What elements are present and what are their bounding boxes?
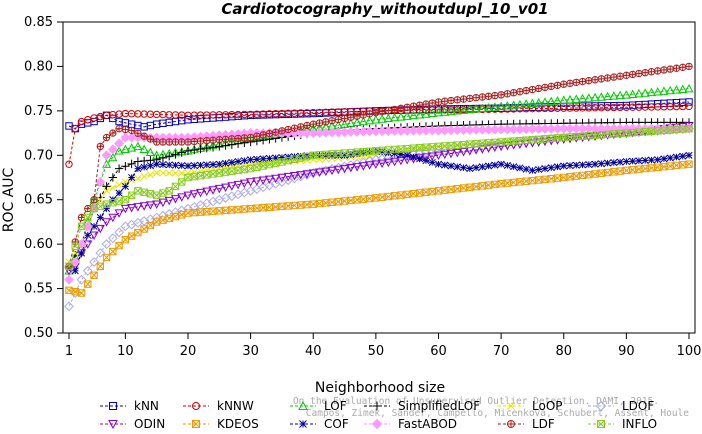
watermark: Campos, Zimek, Sander, Campello, Micenko…	[293, 396, 689, 419]
series-layer	[64, 62, 694, 312]
y-axis-label: ROC AUC	[1, 167, 17, 232]
series-cof	[65, 147, 693, 275]
legend-label: LDF	[532, 417, 555, 431]
x-tick-label: 1	[65, 344, 73, 359]
y-tick-label: 0.55	[24, 282, 53, 297]
x-tick-label: 90	[618, 344, 635, 359]
legend-label: FastABOD	[398, 417, 457, 431]
legend-item-kdeos: KDEOS	[183, 417, 259, 431]
series-markers	[65, 62, 693, 271]
legend-item-odin: ODIN	[100, 417, 165, 431]
x-tick-label: 70	[493, 344, 510, 359]
plot-frame	[62, 21, 696, 334]
x-tick-label: 20	[180, 344, 197, 359]
legend-label: LDOF	[622, 399, 654, 413]
y-tick-label: 0.80	[24, 59, 53, 74]
series-line	[68, 163, 690, 294]
legend-item-lof: LOF	[290, 399, 347, 413]
legend-label: kNN	[134, 399, 159, 413]
series-line	[68, 88, 690, 272]
legend-item-inflo: INFLO	[588, 417, 657, 431]
legend-item-ldof: LDOF	[588, 399, 654, 413]
legend-label: INFLO	[622, 417, 657, 431]
y-axis: 0.50 0.55 0.60 0.65 0.70 0.75 0.80 0.85	[24, 15, 63, 341]
series-kdeos	[65, 160, 693, 297]
series-line	[68, 101, 690, 130]
series-markers	[65, 147, 693, 275]
x-axis-label: Neighborhood size	[315, 380, 445, 396]
y-tick-label: 0.75	[24, 104, 53, 119]
series-ldf	[65, 62, 693, 271]
y-tick-label: 0.60	[24, 237, 53, 252]
series-line	[68, 150, 690, 272]
x-tick-label: 30	[242, 344, 259, 359]
x-tick-label: 40	[305, 344, 322, 359]
series-lof	[64, 83, 694, 275]
legend-item-knn: kNN	[100, 399, 159, 413]
x-tick-label: 100	[677, 344, 702, 359]
plot-border	[62, 21, 696, 334]
legend: kNN ODIN kNNW KDEOS LOF COF SimplifiedLOF FastA…	[100, 399, 657, 431]
y-tick-label: 0.70	[24, 148, 53, 163]
y-tick-label: 0.85	[24, 15, 53, 30]
legend-label: SimplifiedLOF	[398, 399, 480, 413]
legend-item-loop: LoOP	[498, 399, 563, 413]
legend-label: kNNW	[217, 399, 254, 413]
series-markers	[65, 124, 693, 271]
chart-title: Cardiotocography_withoutdupl_10_v01	[221, 0, 548, 18]
x-tick-label: 50	[368, 344, 385, 359]
legend-label: ODIN	[134, 417, 165, 431]
legend-label: COF	[324, 417, 349, 431]
legend-item-fastabod: FastABOD	[364, 417, 457, 431]
legend-item-knnw: kNNW	[183, 399, 254, 413]
watermark-line: Campos, Zimek, Sander, Campello, Micenko…	[306, 408, 689, 419]
y-tick-label: 0.50	[24, 326, 53, 341]
y-tick-label: 0.65	[24, 193, 53, 208]
legend-label: LoOP	[532, 399, 563, 413]
legend-item-simplifiedlof: SimplifiedLOF	[364, 399, 480, 413]
series-inflo	[65, 124, 693, 271]
x-axis: 1 10 20 30 40 50 60 70 80 90 100	[65, 333, 702, 359]
legend-item-ldf: LDF	[498, 417, 555, 431]
series-markers	[65, 160, 693, 297]
watermark-line: On the Evaluation of Unsupervised Outlie…	[293, 396, 659, 407]
legend-item-cof: COF	[290, 417, 349, 431]
x-tick-label: 80	[555, 344, 572, 359]
legend-label: LOF	[324, 399, 347, 413]
x-tick-label: 60	[430, 344, 447, 359]
legend-label: KDEOS	[217, 417, 259, 431]
x-tick-label: 10	[117, 344, 134, 359]
